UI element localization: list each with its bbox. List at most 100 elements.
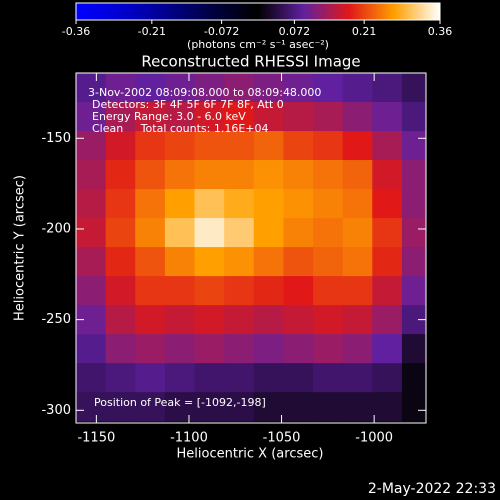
heatmap-cell (164, 363, 196, 393)
heatmap-cell (342, 102, 373, 132)
x-axis-label: Heliocentric X (arcsec) (177, 447, 324, 462)
heatmap-cell (283, 276, 314, 306)
heatmap-cell (224, 218, 255, 248)
heatmap-cell (253, 363, 284, 393)
heatmap-cell (313, 247, 344, 277)
heatmap-cell (105, 276, 136, 306)
heatmap-cell (372, 218, 403, 248)
heatmap-cell (194, 73, 225, 103)
heatmap-cell (313, 334, 344, 364)
plot-frame (75, 72, 427, 424)
heatmap-cell (164, 305, 196, 335)
y-tick-label: -200 (41, 221, 71, 236)
heatmap-cell (313, 189, 344, 219)
heatmap-cell (164, 392, 196, 422)
heatmap-cell (253, 189, 284, 219)
heatmap-cell (194, 276, 225, 306)
heatmap-cell (283, 102, 314, 132)
heatmap-cell (76, 363, 107, 393)
heatmap-cell (372, 160, 403, 190)
heatmap-cell (342, 392, 373, 422)
colorbar-tick-label: -0.36 (62, 25, 90, 38)
heatmap-cell (313, 131, 344, 161)
heatmap-cell (105, 131, 136, 161)
heatmap-cell (224, 363, 255, 393)
heatmap-cell (105, 189, 136, 219)
heatmap-cell (401, 334, 426, 364)
heatmap-cell (372, 247, 403, 277)
heatmap-cell (164, 276, 196, 306)
heatmap-cell (401, 102, 426, 132)
heatmap-cell (283, 131, 314, 161)
heatmap-cell (76, 131, 107, 161)
heatmap-cell (194, 131, 225, 161)
y-tick-label: -300 (41, 403, 71, 418)
heatmap-cell (135, 276, 166, 306)
heatmap-cell (372, 73, 403, 103)
annotation: 3-Nov-2002 08:09:08.000 to 08:09:48.000 (88, 86, 321, 99)
heatmap-cell (224, 334, 255, 364)
heatmap-cell (253, 247, 284, 277)
heatmap-cell (313, 305, 344, 335)
heatmap-cell (342, 305, 373, 335)
heatmap-cell (342, 131, 373, 161)
heatmap-cell (401, 247, 426, 277)
heatmap-cell (372, 102, 403, 132)
heatmap-cell (313, 363, 344, 393)
heatmap-cell (224, 189, 255, 219)
heatmap-cell (105, 334, 136, 364)
heatmap-cell (224, 160, 255, 190)
heatmap-cell (76, 189, 107, 219)
colorbar-tick-label: -0.21 (138, 25, 166, 38)
heatmap-cell (313, 160, 344, 190)
heatmap-cell (224, 102, 255, 132)
heatmap-cell (164, 218, 196, 248)
heatmap-cell (401, 363, 426, 393)
heatmap-cell (313, 276, 344, 306)
heatmap-cell (105, 363, 136, 393)
heatmap-cell (194, 102, 225, 132)
heatmap-cell (105, 73, 136, 103)
heatmap-cell (313, 102, 344, 132)
heatmap-cell (253, 392, 284, 422)
peak-label: Position of Peak = [-1092,-198] (94, 396, 266, 409)
heatmap-cell (253, 334, 284, 364)
heatmap-cell (135, 160, 166, 190)
heatmap-cell (76, 334, 107, 364)
heatmap-cell (372, 305, 403, 335)
heatmap-cell (342, 247, 373, 277)
y-axis-label: Heliocentric Y (arcsec) (13, 175, 28, 321)
heatmap-cell (342, 218, 373, 248)
heatmap-cell (401, 189, 426, 219)
heatmap-cell (164, 160, 196, 190)
heatmap-cell (224, 73, 255, 103)
heatmap-cell (135, 102, 166, 132)
footer: 2-May-2022 22:33 (368, 481, 496, 497)
heatmap-cell (283, 392, 314, 422)
colorbar-label: (photons cm⁻² s⁻¹ asec⁻²) (187, 38, 329, 51)
heatmap-cell (372, 334, 403, 364)
heatmap-cell (194, 334, 225, 364)
heatmap-cell (401, 73, 426, 103)
heatmap-cell (283, 363, 314, 393)
colorbar-tick-label: 0.21 (352, 25, 377, 38)
colorbar-tick-label: -0.072 (204, 25, 239, 38)
heatmap-cell (194, 189, 225, 219)
heatmap-cell (253, 73, 284, 103)
heatmap-cell (342, 334, 373, 364)
heatmap-cell (372, 392, 403, 422)
heatmap-cell (194, 160, 225, 190)
heatmap-cell (253, 218, 284, 248)
heatmap-cell (135, 73, 166, 103)
heatmap-cell (401, 276, 426, 306)
heatmap-cell (283, 334, 314, 364)
heatmap-cell (135, 131, 166, 161)
heatmap-cell (135, 334, 166, 364)
heatmap-cell (313, 392, 344, 422)
heatmap (76, 73, 426, 422)
heatmap-cell (105, 392, 136, 422)
heatmap-cell (76, 247, 107, 277)
heatmap-cell (164, 247, 196, 277)
heatmap-cell (283, 73, 314, 103)
x-tick-label: -1050 (263, 431, 301, 446)
